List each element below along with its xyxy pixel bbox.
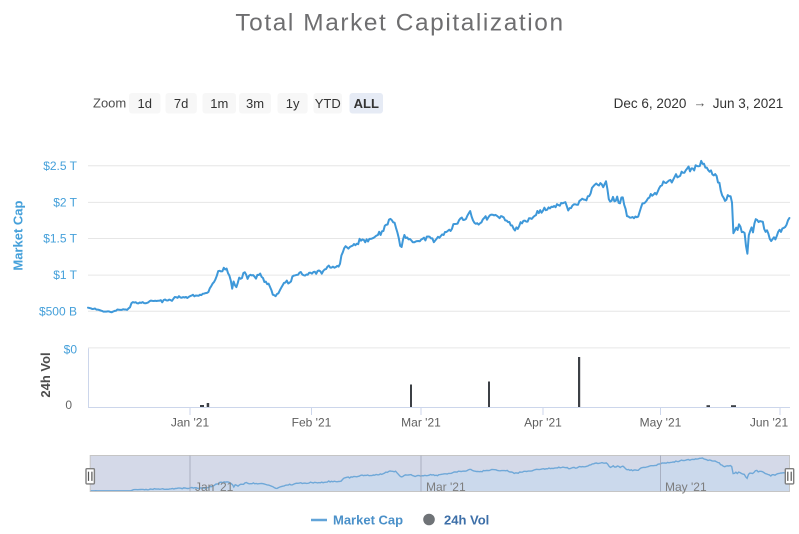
svg-text:→: → xyxy=(694,95,707,110)
svg-text:ALL: ALL xyxy=(354,96,379,111)
svg-text:Zoom: Zoom xyxy=(93,96,126,111)
svg-text:7d: 7d xyxy=(174,96,188,111)
svg-text:0: 0 xyxy=(65,398,72,412)
svg-text:$1.5 T: $1.5 T xyxy=(43,232,77,246)
svg-text:Total Market Capitalization: Total Market Capitalization xyxy=(235,10,564,37)
svg-text:Market Cap: Market Cap xyxy=(11,201,26,271)
svg-text:Apr '21: Apr '21 xyxy=(524,416,562,430)
svg-text:Dec 6, 2020: Dec 6, 2020 xyxy=(614,96,687,111)
svg-text:$500 B: $500 B xyxy=(39,304,77,318)
svg-text:1m: 1m xyxy=(210,96,228,111)
svg-text:24h Vol: 24h Vol xyxy=(38,352,53,397)
svg-text:Market Cap: Market Cap xyxy=(333,513,403,528)
svg-text:$1 T: $1 T xyxy=(53,268,77,282)
svg-text:Mar '21: Mar '21 xyxy=(401,416,441,430)
svg-text:3m: 3m xyxy=(246,96,264,111)
svg-text:Feb '21: Feb '21 xyxy=(292,416,332,430)
svg-text:Jan '21: Jan '21 xyxy=(171,416,210,430)
svg-text:Jun '21: Jun '21 xyxy=(750,416,789,430)
svg-text:Jan '21: Jan '21 xyxy=(195,480,234,494)
svg-text:YTD: YTD xyxy=(315,96,341,111)
svg-text:1d: 1d xyxy=(138,96,152,111)
svg-text:Jun 3, 2021: Jun 3, 2021 xyxy=(713,96,784,111)
svg-text:24h Vol: 24h Vol xyxy=(444,513,489,528)
svg-text:$0: $0 xyxy=(64,343,78,357)
svg-text:$2 T: $2 T xyxy=(53,195,77,209)
svg-text:Mar '21: Mar '21 xyxy=(426,480,466,494)
svg-text:May '21: May '21 xyxy=(640,416,682,430)
svg-text:$2.5 T: $2.5 T xyxy=(43,159,77,173)
svg-text:1y: 1y xyxy=(286,96,300,111)
svg-text:May '21: May '21 xyxy=(665,480,707,494)
